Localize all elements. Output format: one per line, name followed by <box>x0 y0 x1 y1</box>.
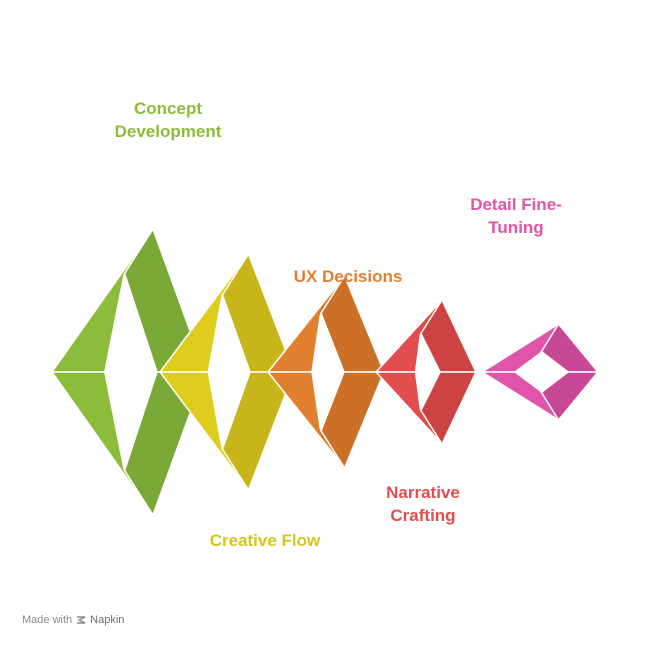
narrative-lower-back-arm <box>419 371 477 445</box>
label-concept-development: Concept Development <box>114 99 222 141</box>
narrative-lower-front-arm <box>375 371 443 445</box>
narrative-upper-back-arm <box>419 299 477 373</box>
concept-lower-front-arm <box>51 371 154 516</box>
label-creative-flow: Creative Flow <box>209 531 321 550</box>
creative-lower-front-arm <box>159 371 250 491</box>
napkin-brand-text: Napkin <box>90 614 125 626</box>
label-narrative-crafting: Narrative Crafting <box>386 483 460 525</box>
made-with-text: Made with <box>22 614 73 626</box>
detail-lower-front-arm <box>481 371 560 421</box>
ux-upper-back-arm <box>319 275 385 373</box>
napkin-logo-icon <box>77 616 86 624</box>
label-ux-decisions: UX Decisions <box>293 267 403 286</box>
made-with-napkin-footer: Made with Napkin <box>22 614 124 626</box>
ux-lower-front-arm <box>267 371 346 469</box>
ux-lower-back-arm <box>319 371 385 469</box>
label-detail-fine-tuning: Detail Fine- Tuning <box>470 195 562 237</box>
